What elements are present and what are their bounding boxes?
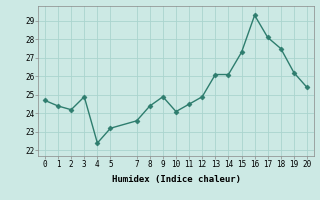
X-axis label: Humidex (Indice chaleur): Humidex (Indice chaleur): [111, 175, 241, 184]
